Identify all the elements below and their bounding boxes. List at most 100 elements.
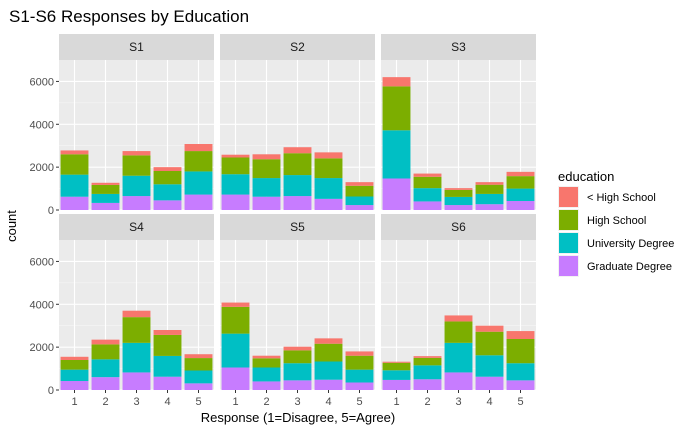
- bar-segment-graduate-degree: [153, 376, 182, 390]
- bar-segment-high-school: [91, 182, 120, 185]
- bar-segment-university-degree: [60, 174, 89, 197]
- facet-strip: [220, 34, 375, 60]
- x-tick-label: 3: [455, 396, 461, 408]
- bar-segment-high-school: [252, 154, 281, 160]
- bar-segment-graduate-degree: [91, 202, 120, 210]
- bar-segment-high-school: [444, 315, 473, 322]
- y-tick-label: 4000: [30, 299, 54, 311]
- bar-segment-university-degree: [91, 359, 120, 378]
- bar-segment-graduate-degree: [444, 372, 473, 390]
- y-tick-label: 4000: [30, 119, 54, 131]
- legend-key-university-degree: [559, 233, 578, 253]
- bar-segment-high-school: [475, 184, 504, 194]
- x-axis-label: Response (1=Disagree, 5=Agree): [201, 410, 395, 425]
- bar-segment-graduate-degree: [345, 382, 374, 390]
- bar-segment-graduate-degree: [475, 204, 504, 210]
- bar-segment-university-degree: [382, 370, 411, 380]
- bar-segment-high-school: [413, 176, 442, 189]
- chart-title: S1-S6 Responses by Education: [9, 7, 249, 26]
- bar-segment-high-school: [444, 321, 473, 343]
- bar-segment-high-school: [506, 331, 535, 339]
- x-tick-label: 4: [164, 396, 170, 408]
- panel-s5: S5 1 2 3 4 5: [220, 214, 375, 408]
- x-tick-label: 4: [325, 396, 331, 408]
- bar-segment-high-school: [382, 361, 411, 363]
- x-tick-label: 2: [424, 396, 430, 408]
- y-tick-label: 0: [48, 205, 54, 217]
- bar-segment-university-degree: [506, 363, 535, 381]
- bar-segment-graduate-degree: [382, 178, 411, 210]
- y-tick-label: 2000: [30, 342, 54, 354]
- bar-segment-high-school: [60, 356, 89, 360]
- bar-segment-high-school: [345, 185, 374, 197]
- bar-segment-high-school: [153, 334, 182, 356]
- bar-segment-university-degree: [475, 193, 504, 205]
- bar-segment-graduate-degree: [314, 198, 343, 210]
- bar-segment-graduate-degree: [60, 381, 89, 390]
- bar-segment-high-school: [314, 338, 343, 344]
- bar-segment-high-school: [252, 355, 281, 359]
- legend-key-high-school: [559, 210, 578, 230]
- bar-segment-high-school: [91, 344, 120, 360]
- bar-segment-graduate-degree: [382, 379, 411, 390]
- bar-segment-graduate-degree: [444, 205, 473, 210]
- legend-label-high-school: < High School: [587, 192, 656, 204]
- bar-segment-university-degree: [91, 193, 120, 203]
- bar-segment-high-school: [184, 151, 213, 172]
- bar-segment-graduate-degree: [252, 196, 281, 210]
- bar-segment-high-school: [283, 346, 312, 351]
- bar-segment-university-degree: [283, 175, 312, 197]
- bar-segment-high-school: [91, 184, 120, 194]
- y-axis-label: count: [4, 210, 19, 242]
- facet-label: S6: [451, 220, 466, 234]
- panel-s2: S2: [220, 34, 375, 211]
- bar-segment-university-degree: [413, 188, 442, 202]
- bar-segment-graduate-degree: [475, 376, 504, 390]
- bar-segment-high-school: [153, 167, 182, 171]
- bar-segment-university-degree: [314, 178, 343, 199]
- bar-segment-graduate-degree: [221, 367, 250, 390]
- bar-segment-high-school: [314, 152, 343, 159]
- facet-strip: [381, 34, 536, 60]
- y-tick-label: 0: [48, 385, 54, 397]
- bar-segment-high-school: [221, 302, 250, 307]
- bar-segment-university-degree: [122, 342, 151, 373]
- bar-segment-high-school: [122, 151, 151, 156]
- bar-segment-graduate-degree: [506, 380, 535, 390]
- bar-segment-high-school: [184, 358, 213, 371]
- bar-segment-high-school: [345, 182, 374, 186]
- bar-segment-high-school: [506, 176, 535, 189]
- x-tick-label: 5: [517, 396, 523, 408]
- bar-segment-university-degree: [184, 171, 213, 195]
- x-tick-label: 1: [232, 396, 238, 408]
- bar-segment-high-school: [153, 171, 182, 185]
- bar-segment-university-degree: [252, 367, 281, 382]
- x-tick-label: 1: [393, 396, 399, 408]
- bar-segment-university-degree: [444, 342, 473, 373]
- x-tick-label: 3: [133, 396, 139, 408]
- bar-segment-graduate-degree: [413, 201, 442, 210]
- bar-segment-university-degree: [345, 196, 374, 206]
- bar-segment-high-school: [122, 317, 151, 343]
- bar-segment-university-degree: [345, 369, 374, 383]
- bar-segment-high-school: [252, 358, 281, 368]
- bar-segment-university-degree: [475, 355, 504, 377]
- bar-segment-high-school: [122, 310, 151, 318]
- bar-segment-university-degree: [184, 370, 213, 384]
- bar-segment-graduate-degree: [60, 196, 89, 210]
- bar-segment-graduate-degree: [184, 194, 213, 210]
- bar-segment-high-school: [475, 325, 504, 332]
- bar-segment-high-school: [153, 330, 182, 335]
- bar-segment-graduate-degree: [506, 201, 535, 210]
- bar-segment-graduate-degree: [283, 380, 312, 390]
- y-tick-label: 6000: [30, 76, 54, 88]
- bar-segment-high-school: [475, 182, 504, 185]
- bar-segment-high-school: [382, 86, 411, 131]
- bar-segment-university-degree: [60, 369, 89, 381]
- x-tick-label: 2: [102, 396, 108, 408]
- bar-segment-graduate-degree: [122, 196, 151, 210]
- bar-segment-high-school: [184, 354, 213, 359]
- bar-segment-high-school: [184, 144, 213, 152]
